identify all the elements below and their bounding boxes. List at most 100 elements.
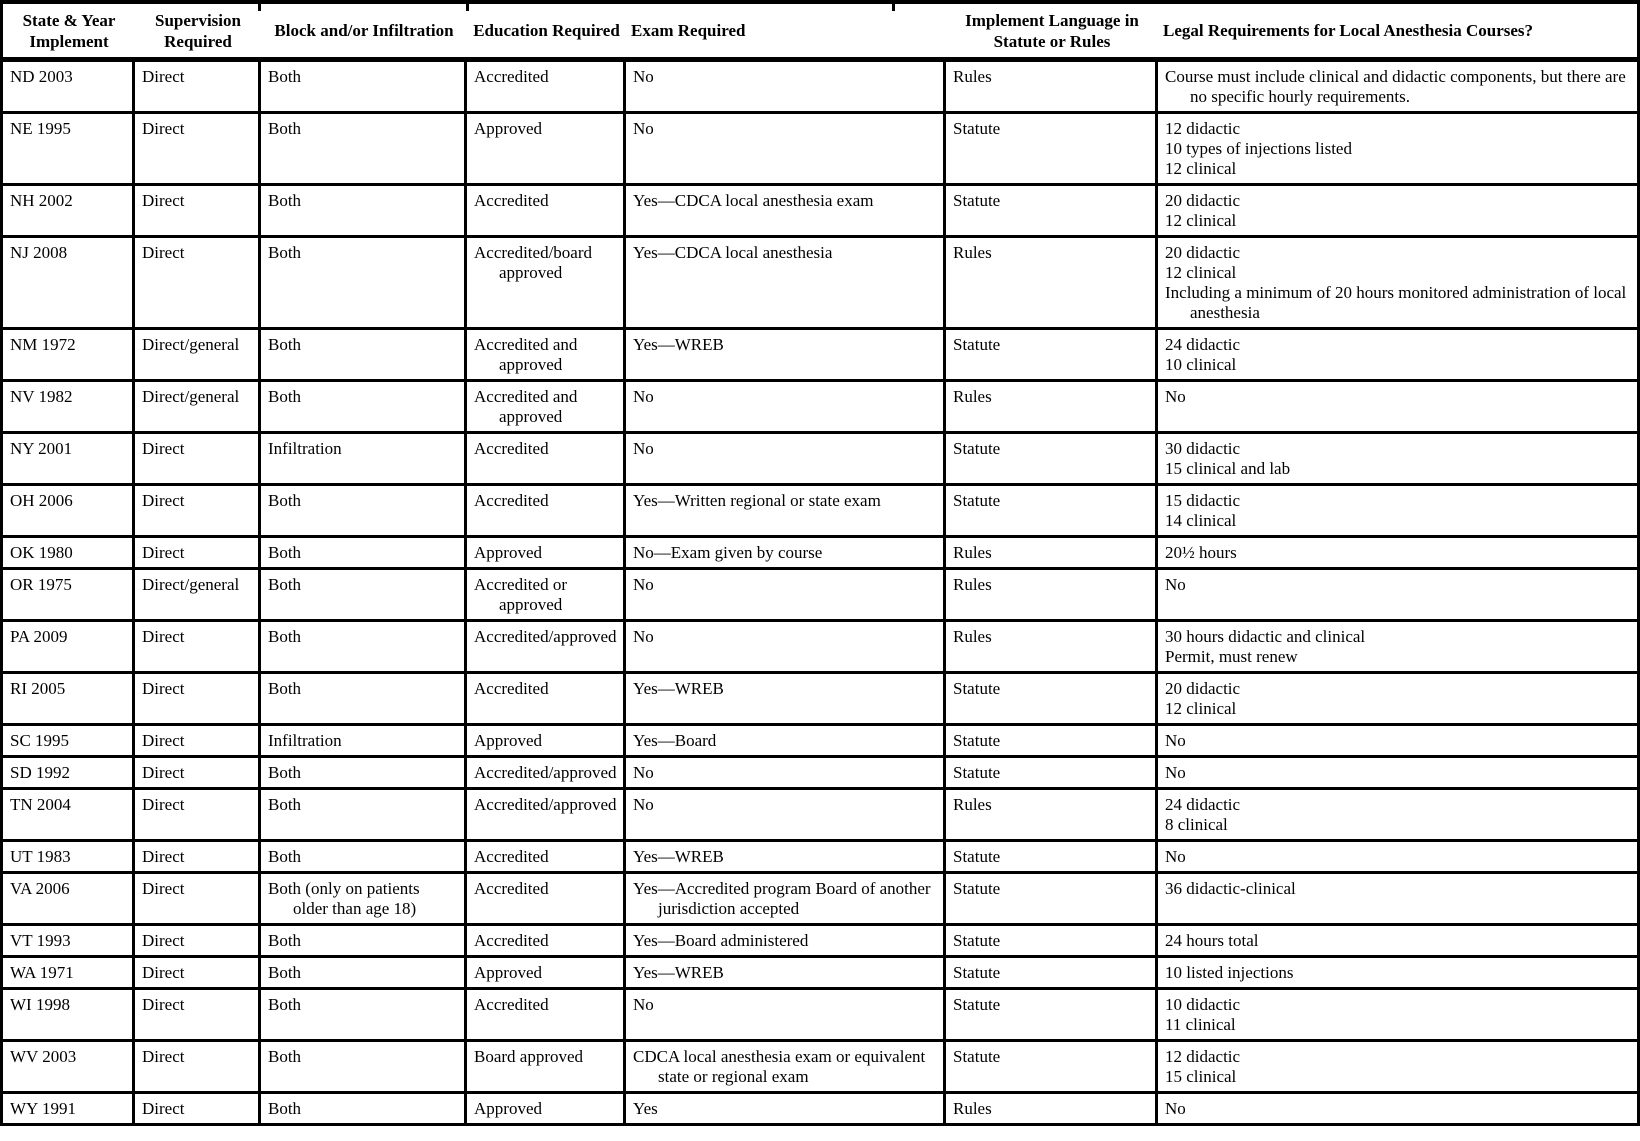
cell-line: Both	[268, 243, 302, 262]
column-header-state: State & Year Implement	[22, 10, 116, 51]
cell-line: 8 clinical	[1165, 815, 1228, 834]
cell-line: Direct/general	[142, 335, 240, 354]
cell-line: 10 types of injections listed	[1165, 139, 1352, 158]
cell-supervision: Direct	[135, 758, 261, 787]
cell-exam: CDCA local anesthesia exam or equivalent…	[626, 1042, 946, 1091]
cell-language: Rules	[946, 62, 1158, 111]
cell-line: 20 didactic	[1165, 191, 1241, 210]
cell-supervision: Direct	[135, 926, 261, 955]
cell-block: Both	[261, 114, 467, 183]
cell-language: Statute	[946, 114, 1158, 183]
cell-block: Both	[261, 990, 467, 1039]
cell-supervision: Direct	[135, 790, 261, 839]
cell-exam: No	[626, 570, 946, 619]
cell-exam: No	[626, 622, 946, 671]
cell-line: Both	[268, 67, 302, 86]
table-row: WY 1991 Direct Both Approved Yes Rules N…	[3, 1094, 1637, 1126]
cell-line: Both	[268, 627, 302, 646]
cell-line: Rules	[953, 627, 992, 646]
cell-education: Accredited	[467, 990, 626, 1039]
cell-legal: No	[1158, 1094, 1637, 1123]
cell-line: Accredited/approved	[474, 763, 617, 782]
cell-line: 12 clinical	[1165, 699, 1237, 718]
cell-language: Rules	[946, 1094, 1158, 1123]
cell-line: Both	[268, 963, 302, 982]
table-row: NY 2001 Direct Infiltration Accredited N…	[3, 434, 1637, 486]
cell-line: Both	[268, 931, 302, 950]
cell-line: CDCA local anesthesia exam or equivalent…	[633, 1047, 926, 1086]
cell-block: Both	[261, 62, 467, 111]
cell-line: Statute	[953, 1047, 1001, 1066]
table-row: VA 2006 Direct Both (only on patients ol…	[3, 874, 1637, 926]
cell-legal: 20 didactic 12 clinical Including a minimu…	[1158, 238, 1637, 327]
cell-block: Both	[261, 1042, 467, 1091]
cell-line: No	[633, 627, 654, 646]
cell-language: Statute	[946, 330, 1158, 379]
cell-language: Statute	[946, 842, 1158, 871]
cell-supervision: Direct	[135, 434, 261, 483]
cell-legal: 30 hours didactic and clinical Permit, mu…	[1158, 622, 1637, 671]
cell-line: Rules	[953, 795, 992, 814]
cell-line: No—Exam given by course	[633, 543, 823, 562]
cell-block: Both	[261, 790, 467, 839]
cell-supervision: Direct	[135, 238, 261, 327]
cell-exam: No—Exam given by course	[626, 538, 946, 567]
table-row: WI 1998 Direct Both Accredited No Statut…	[3, 990, 1637, 1042]
cell-state: NE 1995	[3, 114, 135, 183]
cell-supervision: Direct/general	[135, 570, 261, 619]
cell-legal: 20½ hours	[1158, 538, 1637, 567]
column-header-supervision: Supervision Required	[155, 10, 241, 51]
cell-state: NV 1982	[3, 382, 135, 431]
cell-legal: 24 hours total	[1158, 926, 1637, 955]
cell-line: Both (only on patients older than age 18…	[268, 879, 420, 918]
cell-line: 36 didactic-clinical	[1165, 879, 1296, 898]
cell-exam: Yes—WREB	[626, 958, 946, 987]
cell-education: Accredited	[467, 486, 626, 535]
cell-education: Accredited and approved	[467, 382, 626, 431]
cell-line: Accredited/board approved	[474, 243, 592, 282]
cell-supervision: Direct	[135, 538, 261, 567]
table-header-row: State & Year Implement Supervision Requi…	[3, 4, 1637, 62]
cell-line: Infiltration	[268, 439, 342, 458]
table-row: NM 1972 Direct/general Both Accredited a…	[3, 330, 1637, 382]
cell-line: Accredited	[474, 931, 549, 950]
cell-language: Rules	[946, 238, 1158, 327]
cell-line: Direct	[142, 879, 185, 898]
cell-line: Yes—WREB	[633, 963, 724, 982]
cell-education: Board approved	[467, 1042, 626, 1091]
cell-line: No	[633, 795, 654, 814]
column-header-block: Block and/or Infiltration	[274, 21, 454, 40]
cell-legal: No	[1158, 842, 1637, 871]
cell-state: VA 2006	[3, 874, 135, 923]
cell-line: Statute	[953, 191, 1001, 210]
cell-language: Rules	[946, 570, 1158, 619]
cell-line: 30 hours didactic and clinical	[1165, 627, 1366, 646]
cell-line: 14 clinical	[1165, 511, 1237, 530]
top-rule-tick	[892, 4, 895, 11]
table-row: NH 2002 Direct Both Accredited Yes—CDCA …	[3, 186, 1637, 238]
cell-line: Statute	[953, 439, 1001, 458]
cell-line: Both	[268, 191, 302, 210]
cell-supervision: Direct	[135, 726, 261, 755]
cell-legal: No	[1158, 758, 1637, 787]
table-row: SC 1995 Direct Infiltration Approved Yes…	[3, 726, 1637, 758]
cell-line: Approved	[474, 731, 542, 750]
cell-exam: Yes—Board administered	[626, 926, 946, 955]
cell-line: NY 2001	[10, 439, 73, 458]
cell-legal: 10 listed injections	[1158, 958, 1637, 987]
cell-education: Approved	[467, 726, 626, 755]
cell-block: Both	[261, 758, 467, 787]
cell-line: 20 didactic	[1165, 679, 1241, 698]
cell-education: Accredited or approved	[467, 570, 626, 619]
cell-block: Both	[261, 486, 467, 535]
cell-state: UT 1983	[3, 842, 135, 871]
cell-language: Statute	[946, 726, 1158, 755]
cell-block: Both	[261, 674, 467, 723]
cell-legal: Course must include clinical and didacti…	[1158, 62, 1637, 111]
cell-line: NH 2002	[10, 191, 73, 210]
cell-line: WY 1991	[10, 1099, 76, 1118]
cell-line: Statute	[953, 931, 1001, 950]
cell-line: Direct	[142, 731, 185, 750]
cell-line: Yes—CDCA local anesthesia exam	[633, 191, 874, 210]
cell-language: Statute	[946, 990, 1158, 1039]
